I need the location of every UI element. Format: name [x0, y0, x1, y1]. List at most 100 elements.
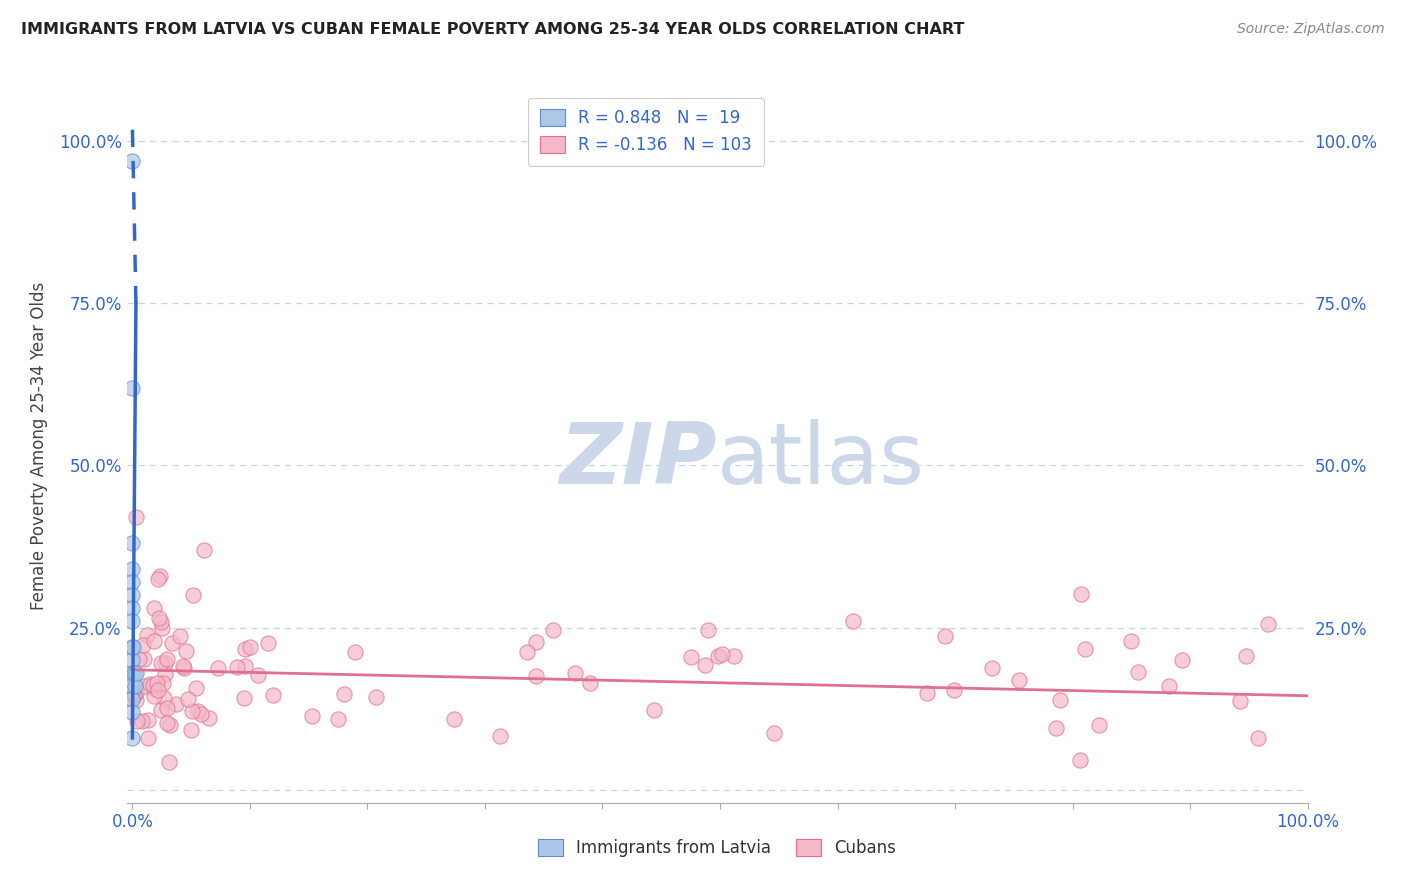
Point [193, 542, 215, 557]
Point [134, 679, 156, 693]
Point [121, 666, 143, 681]
Point [1157, 679, 1180, 693]
Point [524, 635, 547, 649]
Point [1234, 649, 1257, 664]
Point [121, 381, 143, 395]
Point [153, 691, 176, 706]
Point [723, 649, 745, 664]
Point [148, 568, 170, 582]
Point [143, 681, 166, 696]
Point [148, 611, 170, 625]
Point [247, 668, 270, 682]
Point [225, 660, 247, 674]
Point [143, 633, 166, 648]
Point [122, 640, 145, 654]
Point [942, 682, 965, 697]
Point [121, 575, 143, 590]
Point [763, 726, 786, 740]
Point [262, 688, 284, 702]
Point [257, 636, 280, 650]
Point [1119, 634, 1142, 648]
Point [301, 708, 323, 723]
Point [124, 686, 146, 700]
Point [156, 715, 179, 730]
Point [198, 711, 221, 725]
Point [1074, 642, 1097, 657]
Point [125, 714, 148, 729]
Point [152, 675, 174, 690]
Point [190, 707, 212, 722]
Point [915, 686, 938, 700]
Point [136, 628, 159, 642]
Point [333, 687, 356, 701]
Point [142, 678, 165, 692]
Point [187, 704, 209, 718]
Point [181, 588, 204, 602]
Point [179, 723, 201, 738]
Point [172, 658, 194, 673]
Point [1008, 673, 1031, 687]
Point [1229, 694, 1251, 708]
Point [149, 615, 172, 629]
Point [132, 639, 155, 653]
Point [239, 640, 262, 654]
Point [489, 729, 512, 743]
Point [564, 665, 586, 680]
Point [156, 700, 179, 714]
Point [443, 713, 465, 727]
Point [695, 658, 717, 673]
Point [980, 661, 1002, 675]
Point [121, 685, 143, 699]
Point [150, 621, 173, 635]
Point [125, 666, 148, 681]
Point [181, 704, 204, 718]
Point [516, 645, 538, 659]
Point [232, 691, 254, 706]
Point [121, 731, 143, 745]
Point [1045, 722, 1067, 736]
Point [146, 683, 169, 698]
Point [156, 652, 179, 666]
Point [121, 562, 143, 576]
Point [524, 669, 547, 683]
Point [122, 688, 145, 702]
Point [121, 614, 143, 628]
Legend: Immigrants from Latvia, Cubans: Immigrants from Latvia, Cubans [530, 831, 904, 866]
Point [131, 714, 153, 728]
Point [121, 692, 143, 706]
Point [543, 624, 565, 638]
Text: IMMIGRANTS FROM LATVIA VS CUBAN FEMALE POVERTY AMONG 25-34 YEAR OLDS CORRELATION: IMMIGRANTS FROM LATVIA VS CUBAN FEMALE P… [21, 22, 965, 37]
Point [184, 681, 207, 695]
Point [122, 666, 145, 681]
Text: atlas: atlas [717, 418, 925, 502]
Point [121, 536, 143, 550]
Point [153, 667, 176, 681]
Point [121, 640, 143, 654]
Point [1247, 731, 1270, 745]
Point [165, 697, 187, 711]
Point [1257, 616, 1279, 631]
Point [146, 676, 169, 690]
Point [1070, 587, 1092, 601]
Point [173, 661, 195, 675]
Point [157, 755, 180, 769]
Y-axis label: Female Poverty Among 25-34 Year Olds: Female Poverty Among 25-34 Year Olds [30, 282, 48, 610]
Point [121, 588, 143, 602]
Point [148, 573, 170, 587]
Point [697, 624, 720, 638]
Point [1069, 753, 1091, 767]
Text: ZIP: ZIP [560, 418, 717, 502]
Point [1128, 665, 1150, 679]
Point [124, 679, 146, 693]
Point [153, 656, 176, 670]
Point [364, 690, 387, 705]
Point [177, 691, 200, 706]
Point [132, 652, 155, 666]
Point [159, 718, 181, 732]
Point [169, 629, 191, 643]
Point [326, 712, 349, 726]
Point [150, 703, 173, 717]
Point [235, 659, 257, 673]
Point [121, 679, 143, 693]
Point [125, 510, 148, 524]
